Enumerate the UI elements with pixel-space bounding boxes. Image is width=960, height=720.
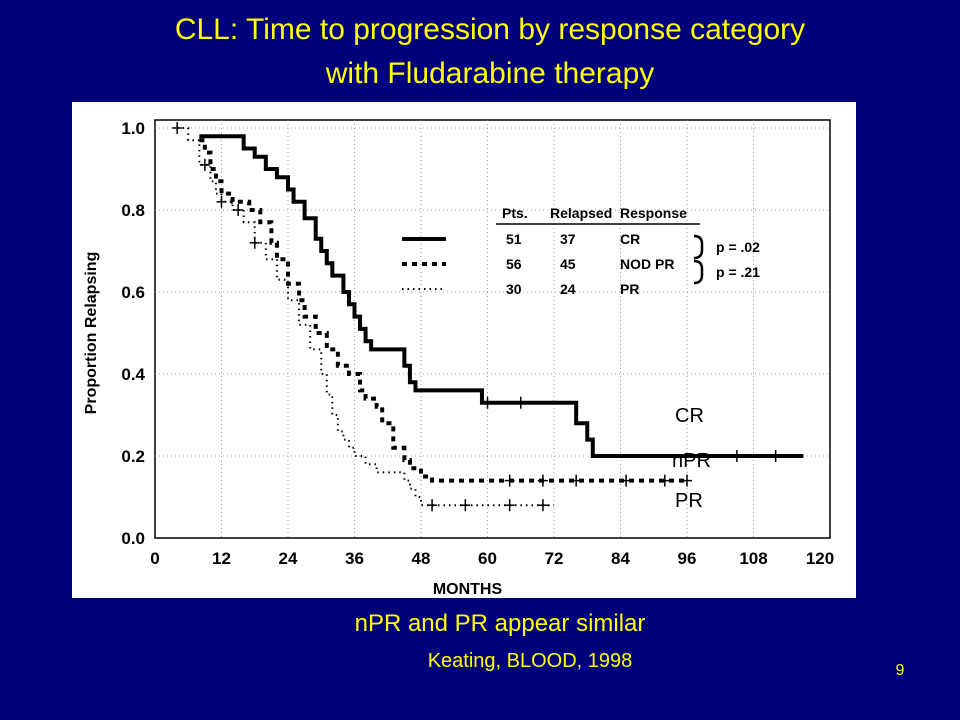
y-axis-label: Proportion Relapsing	[83, 252, 100, 415]
x-tick-label: 36	[345, 549, 364, 568]
overlay-label-pr: PR	[675, 490, 703, 512]
y-tick-label: 0.6	[121, 283, 145, 302]
legend-pts: 51	[506, 231, 522, 247]
title-line-1: CLL: Time to progression by response cat…	[174, 13, 806, 46]
kaplan-meier-chart: 0.0 0.2 0.4 0.6 0.8 1.0 0 12 24 36 48 60 72 84 96 108 12…	[83, 119, 834, 598]
series-line-pr	[177, 127, 554, 507]
legend-header: Relapsed	[550, 205, 612, 221]
legend-response: CR	[620, 231, 640, 247]
series-line-cr	[199, 134, 804, 458]
x-tick-label: 96	[678, 549, 697, 568]
legend-header: Response	[620, 205, 687, 221]
legend-relapsed: 24	[560, 281, 576, 297]
x-tick-label: 84	[611, 549, 630, 568]
x-tick-label: 108	[739, 549, 767, 568]
x-tick-label: 0	[150, 549, 159, 568]
x-tick-label: 60	[478, 549, 497, 568]
slide-title: CLL: Time to progression by response cat…	[40, 8, 940, 96]
legend-response: NOD PR	[620, 256, 674, 272]
x-tick-label: 120	[806, 549, 834, 568]
overlay-label-cr: CR	[675, 405, 704, 427]
x-tick-label: 24	[279, 549, 298, 568]
legend-relapsed: 37	[560, 231, 576, 247]
series-line-nod-pr	[199, 138, 687, 483]
plot-frame	[154, 119, 831, 539]
legend-pts: 56	[506, 256, 522, 272]
legend-header: Pts.	[502, 205, 528, 221]
legend-pts: 30	[506, 281, 522, 297]
y-tick-label: 0.2	[121, 447, 145, 466]
slide-number: 9	[895, 662, 905, 679]
p-value-annotation: p = .21	[716, 264, 760, 280]
y-tick-label: 0.4	[121, 365, 145, 384]
y-tick-label: 1.0	[121, 119, 145, 138]
p-value-annotation: p = .02	[716, 239, 760, 255]
legend-response: PR	[620, 281, 639, 297]
x-tick-label: 72	[545, 549, 564, 568]
p-value-bracket	[693, 234, 704, 260]
legend-relapsed: 45	[560, 256, 576, 272]
title-line-2: with Fludarabine therapy	[325, 57, 655, 90]
p-value-bracket	[693, 259, 704, 285]
x-axis-label: MONTHS	[433, 581, 503, 598]
y-tick-label: 0.0	[121, 529, 145, 548]
x-tick-label: 48	[412, 549, 431, 568]
x-tick-label: 12	[212, 549, 231, 568]
y-tick-label: 0.8	[121, 201, 145, 220]
chart-panel: 0.0 0.2 0.4 0.6 0.8 1.0 0 12 24 36 48 60 72 84 96 108 12…	[72, 102, 856, 598]
citation: Keating, BLOOD, 1998	[427, 650, 633, 672]
caption: nPR and PR appear similar	[354, 610, 646, 637]
overlay-label-npr: nPR	[672, 450, 711, 472]
